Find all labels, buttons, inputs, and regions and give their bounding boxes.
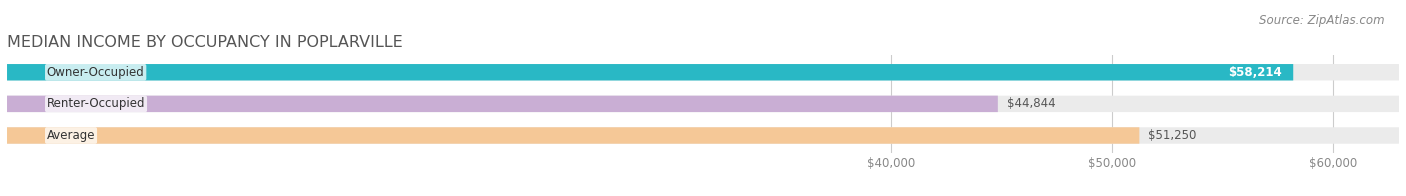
- FancyBboxPatch shape: [7, 96, 1399, 112]
- Text: Owner-Occupied: Owner-Occupied: [46, 66, 145, 79]
- Text: Source: ZipAtlas.com: Source: ZipAtlas.com: [1260, 14, 1385, 27]
- FancyBboxPatch shape: [7, 64, 1399, 81]
- Text: $58,214: $58,214: [1229, 66, 1282, 79]
- FancyBboxPatch shape: [7, 64, 1294, 81]
- FancyBboxPatch shape: [7, 96, 998, 112]
- Text: $44,844: $44,844: [1007, 97, 1056, 110]
- FancyBboxPatch shape: [7, 127, 1399, 144]
- Text: MEDIAN INCOME BY OCCUPANCY IN POPLARVILLE: MEDIAN INCOME BY OCCUPANCY IN POPLARVILL…: [7, 34, 402, 50]
- Text: Renter-Occupied: Renter-Occupied: [46, 97, 145, 110]
- Text: Average: Average: [46, 129, 96, 142]
- Text: $51,250: $51,250: [1149, 129, 1197, 142]
- FancyBboxPatch shape: [7, 127, 1139, 144]
